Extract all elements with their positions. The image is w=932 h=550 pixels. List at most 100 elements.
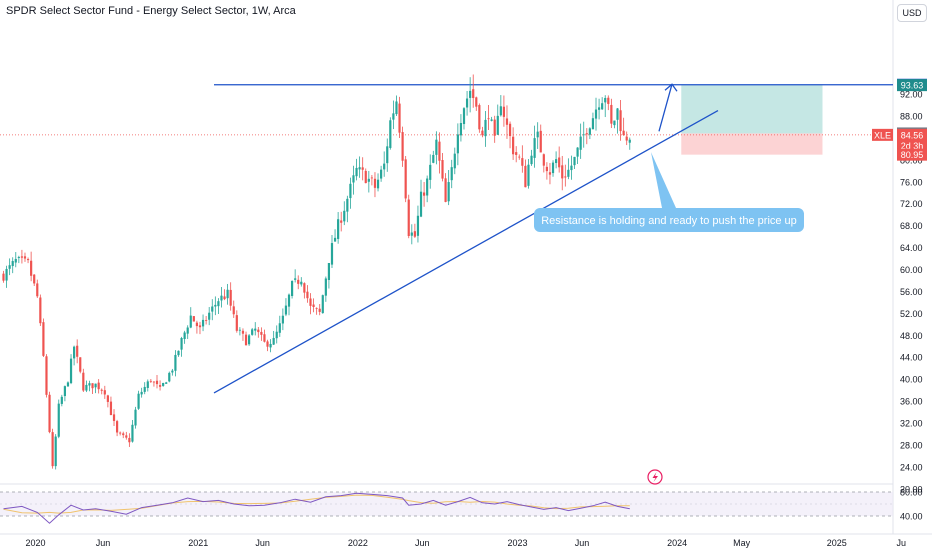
candle [502, 95, 506, 127]
candle [119, 431, 122, 436]
candle-body [235, 315, 238, 331]
candle [389, 117, 392, 150]
candle-body [493, 119, 496, 136]
candle-body [481, 130, 484, 136]
price-label: 93.63 [901, 81, 924, 91]
candle-body [152, 381, 156, 383]
candle [174, 350, 177, 377]
x-tick-label: Jun [96, 538, 111, 548]
candle [63, 385, 66, 402]
candle [20, 249, 24, 264]
candle [515, 146, 518, 163]
candle [254, 322, 257, 336]
candle [576, 147, 579, 165]
candle [551, 160, 555, 177]
candle-body [306, 291, 309, 299]
candle-body [106, 395, 109, 402]
time-axis[interactable]: 2020 Jun 2021 Jun 2022 Jun 2023 Jun 2024 May 2025 J… [25, 538, 906, 548]
y-tick-label: 40.00 [900, 375, 923, 385]
y-tick-label: 76.00 [900, 177, 923, 187]
candle [235, 310, 238, 333]
candle-body [149, 380, 152, 382]
candle [321, 294, 324, 314]
price-axis[interactable]: 20.00 24.00 28.00 32.00 36.00 40.00 44.00 48.00… [897, 78, 927, 495]
x-tick-label: May [733, 538, 751, 548]
candle [106, 394, 109, 408]
candle [211, 299, 214, 321]
price-label-box [897, 128, 927, 141]
rsi-pane: 80.00 40.00 [0, 488, 923, 524]
candle [287, 293, 291, 316]
candle-body [251, 329, 254, 335]
candle-body [248, 335, 251, 345]
annotation-box [534, 208, 804, 232]
candle-body [447, 182, 450, 202]
x-tick-label: 2021 [188, 538, 208, 548]
candle-body [94, 383, 97, 388]
candle-body [17, 257, 20, 258]
candle [152, 381, 156, 387]
candle-body [542, 154, 545, 166]
candle [333, 229, 337, 242]
candle [607, 95, 610, 111]
candle-body [82, 372, 85, 391]
candle-body [499, 106, 502, 116]
candle [79, 357, 82, 374]
candle-body [619, 110, 622, 132]
currency-button[interactable]: USD [897, 4, 927, 22]
candle-body [315, 307, 318, 309]
candle-body [496, 115, 499, 135]
y-tick-label: 52.00 [900, 309, 923, 319]
candle [413, 223, 416, 239]
candle [472, 74, 475, 108]
candle-body [444, 178, 447, 202]
candle [444, 173, 447, 203]
candle [36, 279, 39, 299]
candle-body [79, 357, 82, 372]
candle-body [229, 289, 232, 306]
candle-body [272, 337, 275, 345]
candle [395, 95, 398, 116]
candle [205, 316, 208, 325]
position-zones [681, 85, 823, 155]
x-tick-label: 2024 [667, 538, 687, 548]
candle-body [438, 141, 441, 161]
y-tick-label: 24.00 [900, 462, 923, 472]
target-zone [681, 85, 823, 134]
candle [39, 294, 42, 327]
candle-body [54, 436, 57, 467]
candle-body [570, 165, 573, 171]
candle-body [57, 403, 60, 437]
candle [143, 382, 146, 395]
candle-body [419, 191, 423, 217]
candle-body [134, 409, 137, 426]
candle-body [383, 163, 386, 170]
candle [487, 104, 490, 131]
candle [149, 378, 152, 384]
x-tick-label: Ju [896, 538, 906, 548]
candle-body [85, 384, 88, 391]
candle [533, 125, 536, 168]
candle [33, 274, 36, 287]
candle [125, 431, 128, 440]
candle-body [561, 165, 564, 179]
candle-body [195, 322, 199, 327]
candle-body [484, 119, 487, 137]
candle-body [502, 106, 506, 117]
candle [505, 105, 509, 139]
candle [290, 280, 294, 299]
candle-body [330, 243, 334, 265]
candle [561, 155, 564, 191]
price-label-box [897, 79, 927, 92]
candle [300, 277, 303, 287]
candle-body [115, 421, 119, 433]
candle-body [226, 289, 229, 299]
candle [100, 388, 103, 395]
candle-body [171, 370, 174, 373]
candle [610, 98, 613, 129]
annotation: Resistance is holding and ready to push … [534, 152, 804, 232]
x-tick-label: 2020 [25, 538, 45, 548]
candle [585, 128, 588, 145]
candle-body [410, 232, 413, 236]
